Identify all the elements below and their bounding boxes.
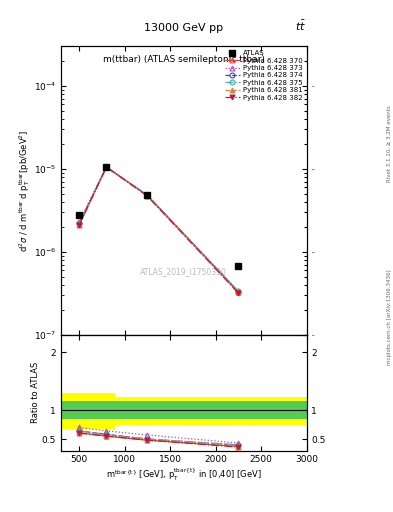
Pythia 6.428 375	[77, 220, 81, 226]
Pythia 6.428 370	[104, 164, 109, 170]
Pythia 6.428 375	[145, 192, 150, 198]
Line: Pythia 6.428 374: Pythia 6.428 374	[77, 165, 241, 294]
ATLAS	[236, 263, 241, 269]
Text: ATLAS_2019_I1750330: ATLAS_2019_I1750330	[140, 267, 227, 276]
Pythia 6.428 374	[236, 289, 241, 295]
Pythia 6.428 373	[77, 219, 81, 225]
Text: m(ttbar) (ATLAS semileptonic ttbar): m(ttbar) (ATLAS semileptonic ttbar)	[103, 55, 264, 64]
Pythia 6.428 381	[104, 164, 109, 170]
ATLAS	[145, 192, 150, 198]
ATLAS	[104, 164, 109, 170]
Line: Pythia 6.428 382: Pythia 6.428 382	[77, 165, 241, 295]
Pythia 6.428 374	[145, 192, 150, 198]
Pythia 6.428 370	[77, 222, 81, 228]
Pythia 6.428 382	[236, 290, 241, 296]
Y-axis label: d$^2\sigma$ / d m$^{\rm tbar}$ d p$_{\rm T}^{\rm tbar}$[pb/GeV$^2$]: d$^2\sigma$ / d m$^{\rm tbar}$ d p$_{\rm…	[17, 130, 32, 252]
ATLAS	[77, 211, 81, 218]
Line: Pythia 6.428 370: Pythia 6.428 370	[77, 165, 241, 294]
Pythia 6.428 381	[236, 289, 241, 295]
Pythia 6.428 373	[145, 192, 150, 198]
Y-axis label: Ratio to ATLAS: Ratio to ATLAS	[31, 362, 40, 423]
Pythia 6.428 373	[104, 164, 109, 170]
Text: 13000 GeV pp: 13000 GeV pp	[144, 23, 223, 33]
Text: Rivet 3.1.10, ≥ 3.2M events: Rivet 3.1.10, ≥ 3.2M events	[387, 105, 391, 182]
Pythia 6.428 382	[104, 164, 109, 170]
Pythia 6.428 381	[145, 193, 150, 199]
Legend: ATLAS, Pythia 6.428 370, Pythia 6.428 373, Pythia 6.428 374, Pythia 6.428 375, P: ATLAS, Pythia 6.428 370, Pythia 6.428 37…	[222, 48, 305, 103]
Line: ATLAS: ATLAS	[76, 164, 241, 269]
Text: $\mathregular{t\bar{t}}$: $\mathregular{t\bar{t}}$	[296, 19, 307, 33]
Line: Pythia 6.428 375: Pythia 6.428 375	[77, 165, 241, 294]
Pythia 6.428 382	[145, 193, 150, 199]
Pythia 6.428 374	[77, 220, 81, 226]
Pythia 6.428 374	[104, 164, 109, 170]
X-axis label: m$^{\rm tbar\{t\}}$ [GeV], p$_{\rm T}^{\rm tbar\{t\}}$ in [0,40] [GeV]: m$^{\rm tbar\{t\}}$ [GeV], p$_{\rm T}^{\…	[106, 467, 261, 483]
Text: mcplots.cern.ch [arXiv:1306.3436]: mcplots.cern.ch [arXiv:1306.3436]	[387, 270, 391, 365]
Pythia 6.428 370	[236, 289, 241, 295]
Pythia 6.428 375	[104, 164, 109, 170]
Pythia 6.428 370	[145, 192, 150, 198]
Pythia 6.428 375	[236, 288, 241, 294]
Pythia 6.428 381	[77, 221, 81, 227]
Line: Pythia 6.428 373: Pythia 6.428 373	[77, 165, 241, 293]
Line: Pythia 6.428 381: Pythia 6.428 381	[77, 165, 241, 295]
Pythia 6.428 373	[236, 288, 241, 294]
Pythia 6.428 382	[77, 222, 81, 228]
